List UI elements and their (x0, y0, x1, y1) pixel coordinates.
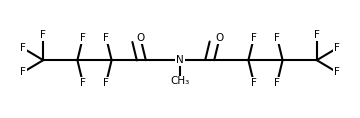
Text: CH₃: CH₃ (170, 76, 190, 86)
Text: F: F (103, 33, 109, 43)
Text: F: F (21, 67, 26, 77)
Text: F: F (334, 67, 339, 77)
Text: F: F (251, 78, 257, 88)
Text: F: F (103, 78, 109, 88)
Text: O: O (216, 33, 224, 43)
Text: F: F (274, 33, 280, 43)
Text: F: F (80, 33, 86, 43)
Text: F: F (21, 43, 26, 53)
Text: F: F (251, 33, 257, 43)
Text: F: F (274, 78, 280, 88)
Text: F: F (314, 30, 320, 40)
Text: F: F (40, 30, 46, 40)
Text: F: F (334, 43, 339, 53)
Text: F: F (80, 78, 86, 88)
Text: O: O (136, 33, 144, 43)
Text: N: N (176, 55, 184, 65)
